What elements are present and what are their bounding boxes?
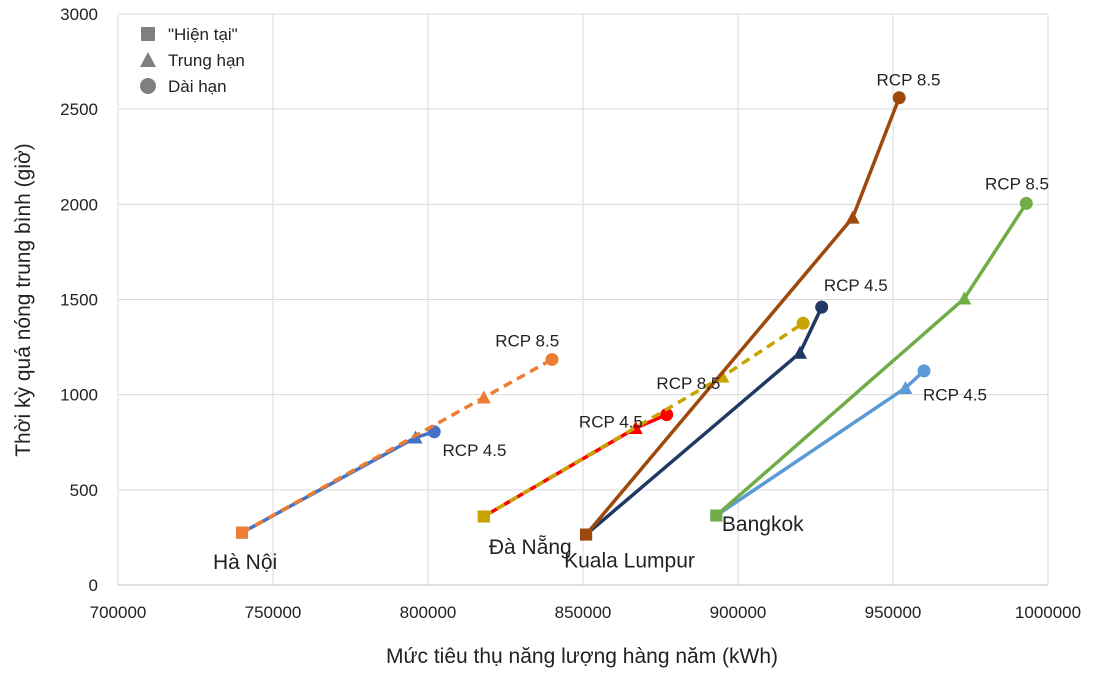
y-tick-label: 1500 [60,291,98,310]
scenario-label: RCP 8.5 [877,71,941,90]
x-tick-label: 950000 [865,603,922,622]
triangle-marker [845,210,860,224]
scenario-label: RCP 8.5 [985,174,1049,193]
legend-label: "Hiện tại" [168,25,238,44]
scenario-label: RCP 4.5 [443,441,507,460]
y-tick-label: 500 [70,481,98,500]
square-marker [477,510,490,523]
legend-square-marker [141,27,155,41]
x-tick-label: 750000 [245,603,302,622]
triangle-marker [793,345,807,359]
series-hà-nội-rcp-4.5 [236,425,441,539]
legend: "Hiện tại" Trung hạn Dài hạn [140,25,245,96]
x-tick-label: 850000 [555,603,612,622]
circle-marker [892,91,906,105]
square-marker [580,528,593,541]
series-line [715,202,1028,517]
x-tick-label: 900000 [710,603,767,622]
scenario-label: RCP 8.5 [656,374,720,393]
axes: 700000 750000 800000 850000 900000 950000 1000… [60,5,1081,622]
scenario-label: RCP 4.5 [579,412,643,431]
legend-circle-marker [140,78,156,94]
series-hà-nội-rcp-8.5 [236,352,559,539]
y-tick-label: 3000 [60,5,98,24]
scenario-label: RCP 8.5 [495,331,559,350]
triangle-marker [898,381,913,395]
y-tick-label: 2500 [60,100,98,119]
x-axis-title: Mức tiêu thụ năng lượng hàng năm (kWh) [386,645,778,668]
square-marker [236,526,248,539]
city-label: Hà Nội [213,551,277,574]
y-tick-label: 1000 [60,386,98,405]
circle-marker [660,408,674,422]
triangle-marker [715,369,730,383]
y-tick-label: 2000 [60,195,98,214]
y-tick-label: 0 [89,576,98,595]
series-bangkok-rcp-4.5 [710,364,931,522]
x-tick-label: 800000 [400,603,457,622]
grid [117,13,1049,586]
triangle-marker [476,390,491,404]
y-axis-title: Thời kỳ quá nóng trung bình (giờ) [12,143,35,457]
scenario-label: RCP 4.5 [923,386,987,405]
triangle-marker [957,291,972,305]
legend-label: Dài hạn [168,77,227,96]
legend-label: Trung hạn [168,51,245,70]
series-bangkok-rcp-8.5 [710,196,1033,522]
series-kuala-lumpur-rcp-8.5 [580,91,906,541]
city-label: Kuala Lumpur [564,549,695,572]
x-tick-label: 1000000 [1015,603,1081,622]
x-tick-label: 700000 [90,603,147,622]
city-label: Bangkok [722,513,804,536]
series-đà-nẵng-rcp-8.5 [477,316,810,523]
legend-triangle-marker [140,52,156,67]
circle-marker [1019,196,1033,210]
scenario-label: RCP 4.5 [824,276,888,295]
series [236,91,1033,541]
square-marker [710,509,723,522]
circle-marker [917,364,931,378]
circle-marker [815,300,829,314]
city-label: Đà Nẵng [489,536,572,559]
circle-marker [545,352,559,366]
circle-marker [796,316,810,330]
series-line [584,97,901,536]
